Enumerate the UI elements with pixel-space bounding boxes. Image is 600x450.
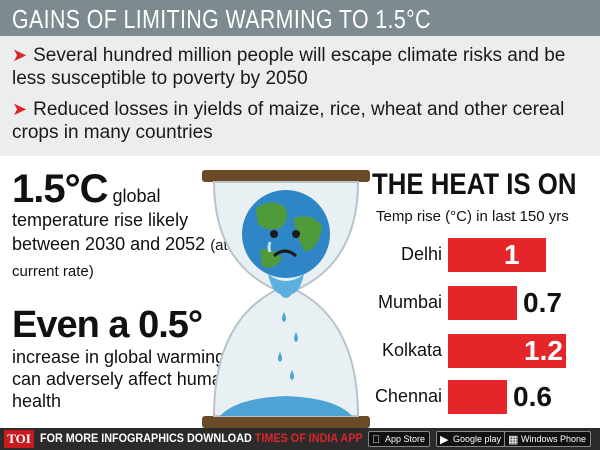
bar-value-label: 0.7	[523, 287, 562, 318]
earth-icon	[242, 190, 330, 278]
store-label: Windows Phone	[521, 434, 587, 444]
chart-subtitle: Temp rise (°C) in last 150 yrs	[376, 208, 569, 225]
bar-value-label: 0.6	[513, 381, 552, 412]
windows-phone-badge[interactable]: ▦ Windows Phone	[504, 431, 592, 447]
bar-label: Kolkata	[381, 340, 442, 360]
bar	[448, 380, 507, 414]
fact-note: (at current rate)	[12, 237, 228, 280]
hourglass-bottom-glass	[212, 289, 360, 417]
melting-drip	[268, 274, 304, 298]
hourglass-top-cap	[202, 170, 370, 182]
bullet-text: Reduced losses in yields of maize, rice,…	[12, 99, 565, 143]
app-store-badge[interactable]:  App Store	[368, 431, 431, 447]
arrow-icon: ➤	[12, 99, 28, 119]
fact-big-number: 1.5°C	[12, 167, 108, 211]
page-title: GAINS OF LIMITING WARMING TO 1.5°C	[12, 4, 431, 34]
drop-icon	[294, 332, 298, 342]
bullets-panel: ➤ Several hundred million people will esc…	[0, 36, 600, 156]
fact-temperature: 1.5°C global temperature rise likely bet…	[12, 167, 232, 284]
fact-big-number: Even a 0.5°	[12, 304, 203, 346]
play-icon: ▶	[440, 434, 449, 446]
hourglass-illustration	[202, 170, 370, 428]
bar	[448, 334, 566, 368]
footer-text: FOR MORE INFOGRAPHICS DOWNLOAD TIMES OF …	[40, 431, 363, 445]
drop-icon	[282, 312, 286, 322]
bar-value-label: 1	[504, 239, 520, 270]
drop-icon	[278, 352, 282, 362]
store-label: App Store	[385, 434, 426, 444]
bar-label: Mumbai	[377, 292, 442, 312]
bar-label: Delhi	[400, 244, 442, 264]
bullet-text: Several hundred million people will esca…	[12, 45, 566, 89]
bar	[448, 286, 517, 320]
bullet-item: ➤ Several hundred million people will esc…	[12, 44, 592, 90]
apple-icon: 	[372, 433, 380, 447]
fact-text: global temperature rise likely between 2…	[12, 186, 211, 254]
title-bar: GAINS OF LIMITING WARMING TO 1.5°C	[0, 0, 600, 36]
bar-value-label: 1.2	[524, 335, 563, 366]
water-pool	[220, 396, 352, 416]
arrow-icon: ➤	[12, 45, 28, 65]
drop-icon	[290, 370, 294, 380]
bar-chart: Delhi 1 Mumbai 0.7 Kolkata 1.2 Chennai 0.6	[360, 230, 600, 430]
footer-prefix: FOR MORE INFOGRAPHICS DOWNLOAD	[40, 431, 255, 445]
bar-label: Chennai	[374, 386, 442, 406]
footer-app-name: TIMES OF INDIA APP	[254, 431, 363, 445]
windows-icon: ▦	[508, 434, 519, 446]
hourglass-bottom-cap	[202, 416, 370, 428]
toi-logo: TOI	[4, 430, 34, 448]
fact-health: Even a 0.5° increase in global warming c…	[12, 304, 232, 412]
footer-bar: TOI FOR MORE INFOGRAPHICS DOWNLOAD TIMES…	[0, 428, 600, 450]
store-label: Google play	[453, 434, 502, 444]
chart-title: THE HEAT IS ON	[372, 168, 577, 201]
google-play-badge[interactable]: ▶ Google play	[436, 431, 507, 447]
bullet-item: ➤ Reduced losses in yields of maize, rice…	[12, 98, 592, 144]
fact-text: increase in global warming can adversely…	[12, 347, 232, 411]
bar	[448, 238, 546, 272]
